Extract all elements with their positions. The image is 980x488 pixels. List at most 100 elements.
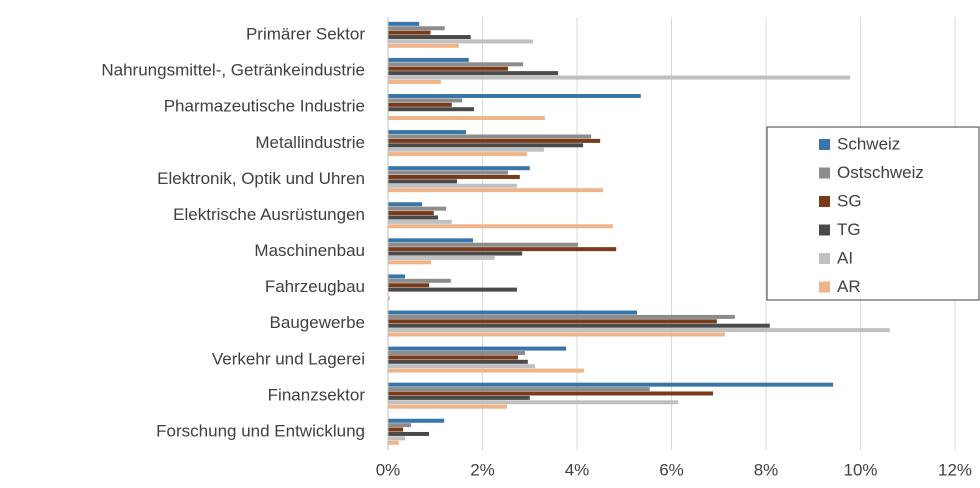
- bar: [388, 98, 463, 103]
- bar: [388, 251, 523, 256]
- bar: [388, 310, 638, 315]
- legend-label: TG: [837, 220, 861, 239]
- bar: [388, 170, 509, 175]
- bar: [388, 274, 406, 279]
- bar: [388, 328, 890, 333]
- y-tick-label: Forschung und Entwicklung: [156, 421, 365, 440]
- legend-swatch: [819, 253, 830, 264]
- y-tick-label: Finanzsektor: [268, 385, 366, 404]
- bar: [388, 134, 592, 139]
- bar: [388, 166, 530, 171]
- bar: [388, 395, 530, 400]
- legend-box: [766, 126, 980, 301]
- legend-swatch: [819, 139, 830, 150]
- bar: [388, 26, 445, 31]
- bar: [388, 255, 495, 260]
- bar: [388, 116, 545, 121]
- legend-swatch: [819, 281, 830, 293]
- bar: [388, 436, 406, 441]
- bar: [388, 238, 474, 243]
- bar: [388, 418, 445, 423]
- bar: [388, 387, 650, 392]
- x-tick-label: 10%: [843, 460, 877, 479]
- bar: [388, 206, 447, 211]
- bar: [388, 364, 535, 369]
- y-tick-label: Elektrische Ausrüstungen: [173, 205, 365, 224]
- y-tick-label: Baugewerbe: [270, 313, 365, 332]
- x-tick-label: 8%: [754, 460, 779, 479]
- bar: [388, 147, 544, 152]
- bar: [388, 278, 451, 283]
- bar: [388, 130, 466, 135]
- y-tick-label: Verkehr und Lagerei: [212, 349, 365, 368]
- bar: [388, 174, 520, 179]
- x-tick-label: 12%: [938, 460, 972, 479]
- bar: [388, 431, 430, 436]
- x-tick-label: 2%: [470, 460, 495, 479]
- bar: [388, 183, 517, 188]
- bar: [388, 355, 518, 360]
- bar: [388, 440, 399, 445]
- y-tick-label: Fahrzeugbau: [265, 277, 365, 296]
- bar: [388, 57, 469, 62]
- bar: [388, 94, 641, 99]
- bar: [388, 43, 459, 48]
- bar: [388, 219, 452, 224]
- bar: [388, 368, 585, 373]
- bar: [388, 427, 404, 432]
- bar: [388, 404, 508, 409]
- bar: [388, 35, 471, 40]
- y-tick-label: Metallindustrie: [255, 133, 365, 152]
- bar: [388, 39, 534, 44]
- bar: [388, 332, 725, 337]
- legend-label: AR: [837, 277, 861, 296]
- bar: [388, 179, 457, 184]
- bar: [388, 75, 851, 80]
- bar: [388, 143, 584, 148]
- bar: [388, 260, 431, 265]
- bar: [388, 152, 527, 157]
- legend-label: AI: [837, 248, 853, 267]
- y-tick-label: Maschinenbau: [254, 241, 365, 260]
- bar: [388, 382, 834, 387]
- bar: [388, 319, 717, 324]
- bar: [388, 79, 441, 84]
- bar: [388, 314, 735, 319]
- bar: [388, 224, 613, 229]
- bar: [388, 107, 474, 112]
- bar: [388, 423, 412, 428]
- bar: [388, 66, 509, 71]
- y-tick-label: Primärer Sektor: [246, 25, 365, 44]
- x-tick-label: 6%: [659, 460, 684, 479]
- bar: [388, 296, 390, 301]
- bar: [388, 350, 526, 355]
- bar: [388, 323, 770, 328]
- legend-label: Schweiz: [837, 134, 900, 153]
- legend-swatch: [819, 224, 830, 236]
- bar: [388, 359, 528, 364]
- bar: [388, 188, 603, 193]
- y-tick-label: Elektronik, Optik und Uhren: [157, 169, 365, 188]
- bar: [388, 287, 517, 292]
- x-tick-label: 4%: [565, 460, 590, 479]
- bar: [388, 62, 524, 67]
- bar: [388, 400, 679, 405]
- bar: [388, 21, 420, 26]
- bar: [388, 138, 601, 143]
- legend-label: SG: [837, 191, 862, 210]
- bar: [388, 30, 431, 35]
- bar: [388, 283, 430, 288]
- bar: [388, 71, 559, 76]
- x-tick-label: 0%: [376, 460, 401, 479]
- bar: [388, 102, 452, 107]
- bar: [388, 211, 434, 216]
- bar: [388, 247, 617, 252]
- bar: [388, 346, 567, 351]
- bar: [388, 215, 439, 220]
- y-tick-label: Nahrungsmittel-, Getränkeindustrie: [101, 61, 365, 80]
- legend-swatch: [819, 167, 830, 179]
- bar: [388, 202, 423, 207]
- y-tick-label: Pharmazeutische Industrie: [164, 97, 365, 116]
- bar: [388, 242, 578, 247]
